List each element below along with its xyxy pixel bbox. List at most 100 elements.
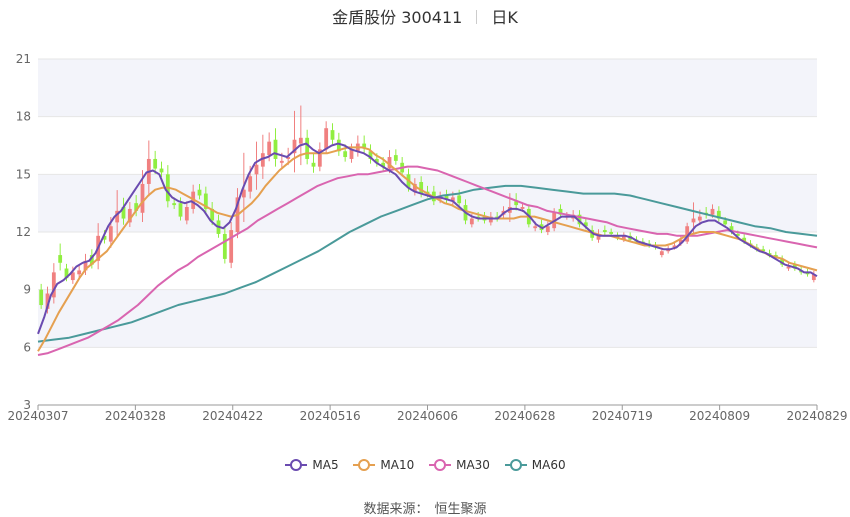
y-tick-label: 15 — [16, 167, 31, 181]
candle-body — [39, 289, 44, 306]
candle-body — [697, 216, 702, 221]
legend-item-ma60[interactable]: MA60 — [504, 458, 566, 472]
candle-body — [786, 266, 791, 269]
candle-body — [324, 128, 329, 150]
candle-body — [387, 157, 392, 169]
x-tick-label: 20240829 — [786, 409, 847, 423]
y-tick-label: 3 — [23, 398, 31, 412]
x-tick-label: 20240422 — [202, 409, 263, 423]
candle-body — [203, 193, 208, 209]
candle-body — [691, 218, 696, 223]
candle-body — [678, 239, 683, 244]
legend-label-ma5: MA5 — [312, 458, 339, 472]
candle-body — [621, 235, 626, 240]
title-separator — [476, 10, 478, 24]
candle-body — [596, 233, 601, 240]
y-tick-label: 18 — [16, 110, 31, 124]
data-source: 数据来源： 恒生聚源 — [0, 498, 850, 517]
candle-body — [488, 216, 493, 223]
y-tick-label: 9 — [23, 283, 31, 297]
candle-body — [412, 183, 417, 192]
candle-body — [368, 151, 373, 159]
legend-dot-ma60 — [509, 459, 522, 471]
candle-body — [393, 155, 398, 161]
candle-body — [248, 176, 253, 192]
x-tick-label: 20240628 — [494, 409, 555, 423]
x-tick-label: 20240809 — [689, 409, 750, 423]
candle-body — [336, 139, 341, 152]
candle-body — [127, 208, 132, 223]
candle-body — [77, 270, 82, 275]
candle-body — [343, 151, 348, 158]
candle-body — [115, 210, 120, 223]
candle-body — [51, 272, 56, 298]
chart-title-period: 日K — [491, 8, 518, 27]
legend-marker-ma5 — [285, 459, 308, 471]
candle-body — [577, 214, 582, 225]
candle-body — [583, 222, 588, 227]
chart-title: 金盾股份 300411 日K — [0, 4, 850, 28]
candle-body — [469, 218, 474, 225]
candle-body — [710, 208, 715, 215]
candle-body — [134, 203, 139, 211]
grid-band — [38, 289, 817, 348]
candle-body — [298, 137, 303, 144]
grid-band — [38, 59, 817, 117]
candle-body — [381, 162, 386, 167]
ma5-line — [37, 142, 818, 335]
candle-body — [286, 157, 291, 159]
y-tick-label: 12 — [16, 225, 31, 239]
candle-body — [210, 208, 215, 221]
candle-body — [735, 233, 740, 236]
candle-body — [362, 143, 367, 148]
x-tick-label: 20240606 — [397, 409, 458, 423]
candle-body — [685, 226, 690, 242]
candle-body — [254, 164, 259, 175]
legend-item-ma10[interactable]: MA10 — [352, 458, 414, 472]
candle-body — [260, 153, 265, 167]
candle-body — [89, 255, 94, 265]
candle-body — [514, 201, 519, 206]
candle-body — [197, 189, 202, 196]
legend-dot-ma30 — [434, 459, 447, 471]
candle-body — [108, 226, 113, 242]
candle-body — [153, 158, 158, 169]
candle-body — [444, 195, 449, 200]
legend-dot-ma10 — [358, 459, 371, 471]
candle-body — [292, 139, 297, 154]
candle-body — [45, 293, 50, 309]
candle-body — [419, 182, 424, 194]
legend-item-ma5[interactable]: MA5 — [284, 458, 339, 472]
legend-item-ma30[interactable]: MA30 — [428, 458, 490, 472]
candle-body — [615, 235, 620, 238]
legend-dot-ma5 — [290, 459, 303, 471]
candle-body — [349, 149, 354, 159]
candle-body — [450, 197, 455, 202]
candle-body — [140, 183, 145, 213]
candle-body — [767, 253, 772, 256]
candle-body — [311, 162, 316, 167]
candle-body — [374, 158, 379, 163]
candle-body — [317, 149, 322, 167]
candle-body — [184, 207, 189, 221]
legend-label-ma30: MA30 — [456, 458, 490, 472]
candle-body — [761, 249, 766, 252]
candle-body — [533, 226, 538, 229]
candle-body — [729, 226, 734, 232]
candle-body — [222, 233, 227, 259]
candle-body — [70, 272, 75, 281]
candle-body — [267, 141, 272, 156]
candle-body — [811, 274, 816, 281]
data-source-label: 数据来源： — [363, 502, 429, 517]
chart-title-main: 金盾股份 300411 — [332, 8, 463, 27]
candle-body — [159, 168, 164, 173]
x-tick-label: 20240328 — [105, 409, 166, 423]
candle-body — [102, 235, 107, 240]
ma60-line — [37, 184, 818, 343]
candle-body — [273, 139, 278, 159]
legend-label-ma10: MA10 — [380, 458, 415, 472]
x-tick-label: 20240719 — [592, 409, 653, 423]
candle-body — [545, 226, 550, 232]
candle-body — [305, 137, 310, 159]
